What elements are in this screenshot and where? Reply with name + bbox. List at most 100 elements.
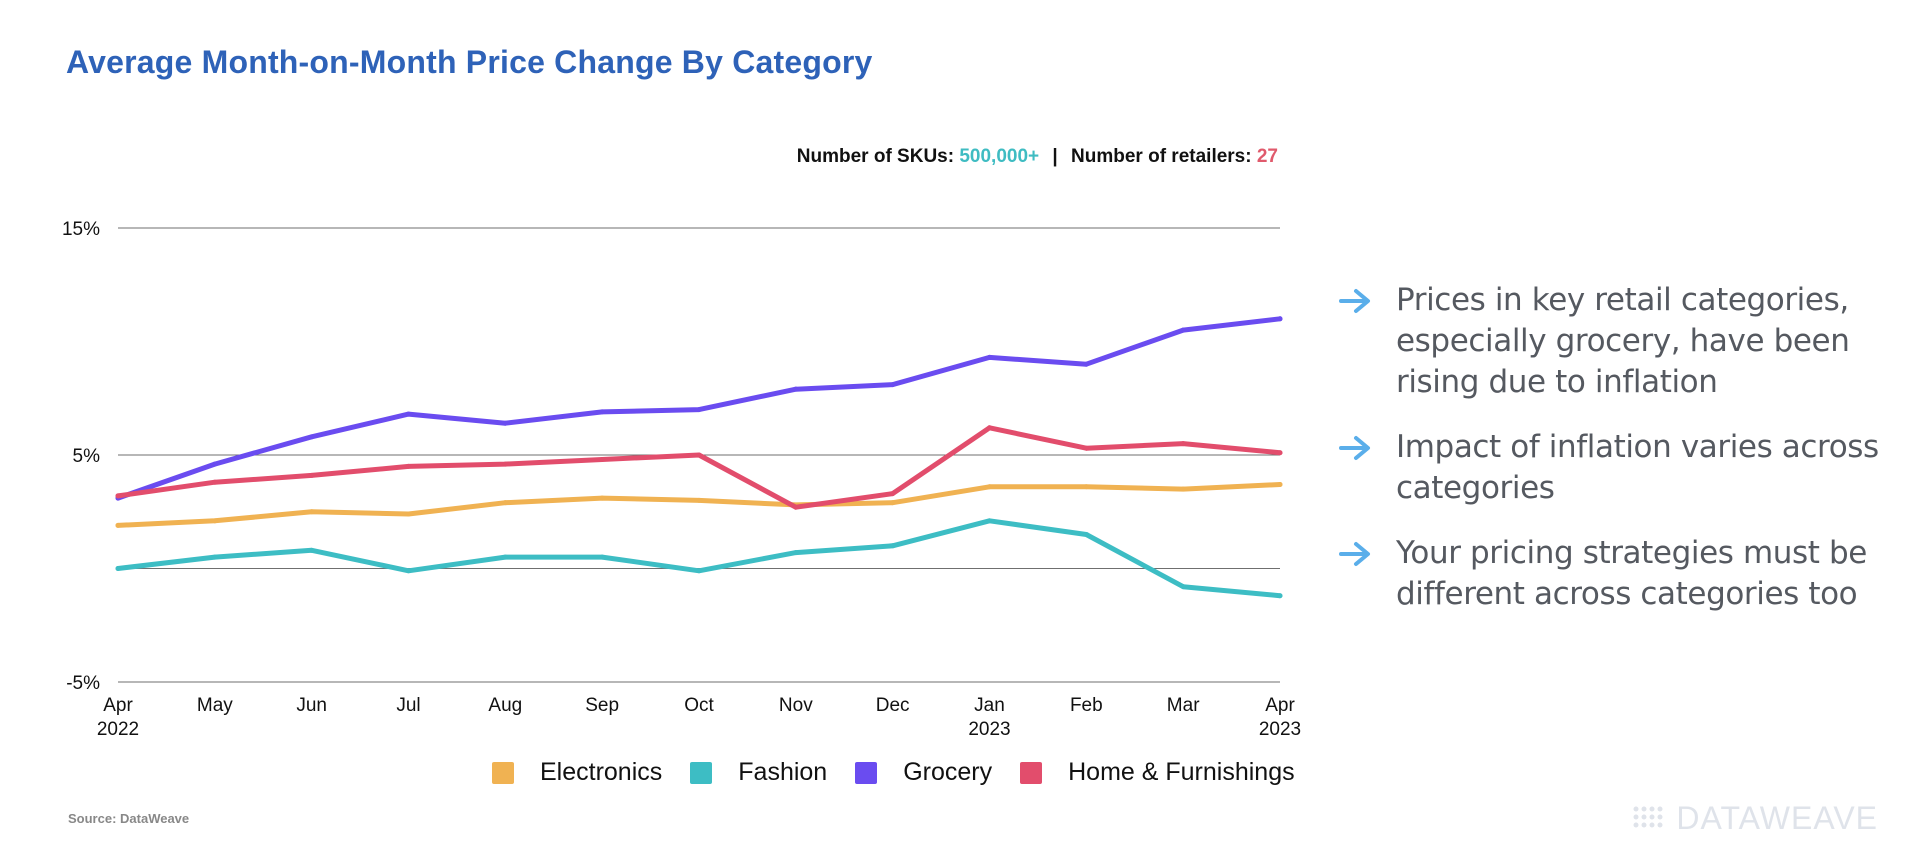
x-tick-label: Jun: [296, 695, 327, 716]
legend-swatch: [1020, 761, 1043, 784]
x-tick-label: 2023: [1259, 719, 1301, 740]
data-point: [793, 504, 799, 510]
legend-label: Home & Furnishings: [1068, 758, 1295, 786]
data-point: [406, 411, 411, 417]
data-point: [1180, 327, 1186, 333]
x-tick-label: 2022: [97, 719, 139, 740]
data-point: [502, 420, 508, 426]
data-point: [1277, 450, 1283, 456]
note-item: Your pricing strategies must be differen…: [1338, 533, 1898, 615]
data-point: [696, 568, 702, 574]
data-point: [309, 434, 315, 440]
retailers-value: 27: [1256, 146, 1278, 167]
chart-meta: Number of SKUs: 500,000+ | Number of ret…: [797, 146, 1278, 168]
data-point: [212, 518, 218, 524]
x-tick-label: Jul: [396, 695, 420, 716]
data-point: [406, 511, 411, 517]
source-note: Source: DataWeave: [68, 811, 190, 826]
data-point: [309, 509, 315, 515]
data-point: [1083, 531, 1089, 537]
data-point: [1277, 593, 1283, 599]
data-point: [212, 479, 218, 485]
x-tick-label: Apr: [103, 695, 133, 716]
data-point: [793, 550, 799, 556]
data-point: [1180, 486, 1186, 492]
data-point: [793, 386, 799, 392]
data-point: [696, 407, 702, 413]
chart-legend: Electronics Fashion Grocery Home & Furnishi…: [492, 758, 1323, 787]
data-point: [212, 461, 218, 467]
note-item: Impact of inflation varies across catego…: [1338, 427, 1898, 509]
data-point: [987, 425, 992, 431]
data-point: [599, 554, 605, 560]
key-takeaways: Prices in key retail categories, especia…: [1338, 280, 1898, 639]
legend-label: Electronics: [540, 758, 663, 786]
x-tick-label: Jan: [974, 695, 1005, 716]
note-text: Your pricing strategies must be differen…: [1396, 535, 1867, 612]
data-point: [212, 554, 218, 560]
data-point: [890, 500, 896, 506]
legend-swatch: [855, 761, 878, 784]
data-point: [987, 518, 992, 524]
skus-label: Number of SKUs:: [796, 146, 955, 167]
meta-separator: |: [1052, 146, 1058, 167]
legend-label: Fashion: [738, 758, 828, 786]
note-text: Prices in key retail categories, especia…: [1396, 282, 1850, 400]
data-point: [1083, 484, 1089, 490]
data-point: [1083, 445, 1089, 451]
y-tick-label: -5%: [66, 673, 100, 694]
data-point: [115, 566, 121, 571]
retailers-label: Number of retailers:: [1071, 146, 1252, 167]
data-point: [890, 491, 896, 497]
chart-title: Average Month-on-Month Price Change By C…: [66, 44, 873, 80]
data-point: [406, 568, 411, 574]
data-point: [987, 484, 992, 490]
x-tick-label: Nov: [779, 695, 813, 716]
arrow-right-icon: [1338, 533, 1376, 572]
x-tick-label: May: [197, 695, 233, 716]
data-point: [1083, 361, 1089, 367]
data-point: [1277, 316, 1283, 322]
data-point: [890, 382, 896, 388]
logo-text: DATAWEAVE: [1676, 800, 1878, 836]
legend-swatch: [690, 761, 713, 784]
note-item: Prices in key retail categories, especia…: [1338, 280, 1898, 403]
x-tick-label: Oct: [684, 695, 714, 716]
x-tick-label: Feb: [1070, 695, 1103, 716]
legend-item: Home & Furnishings: [1020, 758, 1295, 787]
data-point: [502, 554, 508, 560]
legend-swatch: [492, 761, 514, 784]
note-text: Impact of inflation varies across catego…: [1396, 429, 1879, 506]
data-point: [309, 547, 315, 553]
data-point: [406, 463, 411, 469]
data-point: [115, 522, 121, 528]
series-line: [115, 482, 1283, 528]
arrow-right-icon: [1338, 427, 1376, 466]
data-point: [696, 497, 702, 503]
data-point: [987, 354, 992, 360]
data-point: [599, 409, 605, 415]
data-point: [599, 457, 605, 463]
data-point: [696, 452, 702, 458]
x-tick-label: Mar: [1167, 695, 1200, 716]
x-tick-label: Dec: [876, 695, 910, 716]
logo-dots-icon: [1633, 806, 1663, 827]
skus-value: 500,000+: [959, 146, 1040, 167]
legend-item: Electronics: [492, 758, 662, 787]
series-line: [115, 518, 1283, 599]
data-point: [502, 461, 508, 467]
data-point: [890, 543, 896, 549]
x-tick-label: Sep: [585, 695, 619, 716]
arrow-right-icon: [1338, 280, 1376, 319]
x-tick-label: Aug: [488, 695, 522, 716]
y-tick-label: 5%: [73, 446, 101, 467]
y-tick-label: 15%: [62, 219, 100, 240]
x-tick-label: 2023: [968, 719, 1010, 740]
dataweave-logo: DATAWEAVE: [1632, 800, 1878, 837]
legend-item: Grocery: [855, 758, 992, 787]
legend-label: Grocery: [903, 758, 993, 786]
x-tick-label: Apr: [1265, 695, 1295, 716]
data-point: [309, 472, 315, 478]
data-point: [1277, 482, 1283, 488]
